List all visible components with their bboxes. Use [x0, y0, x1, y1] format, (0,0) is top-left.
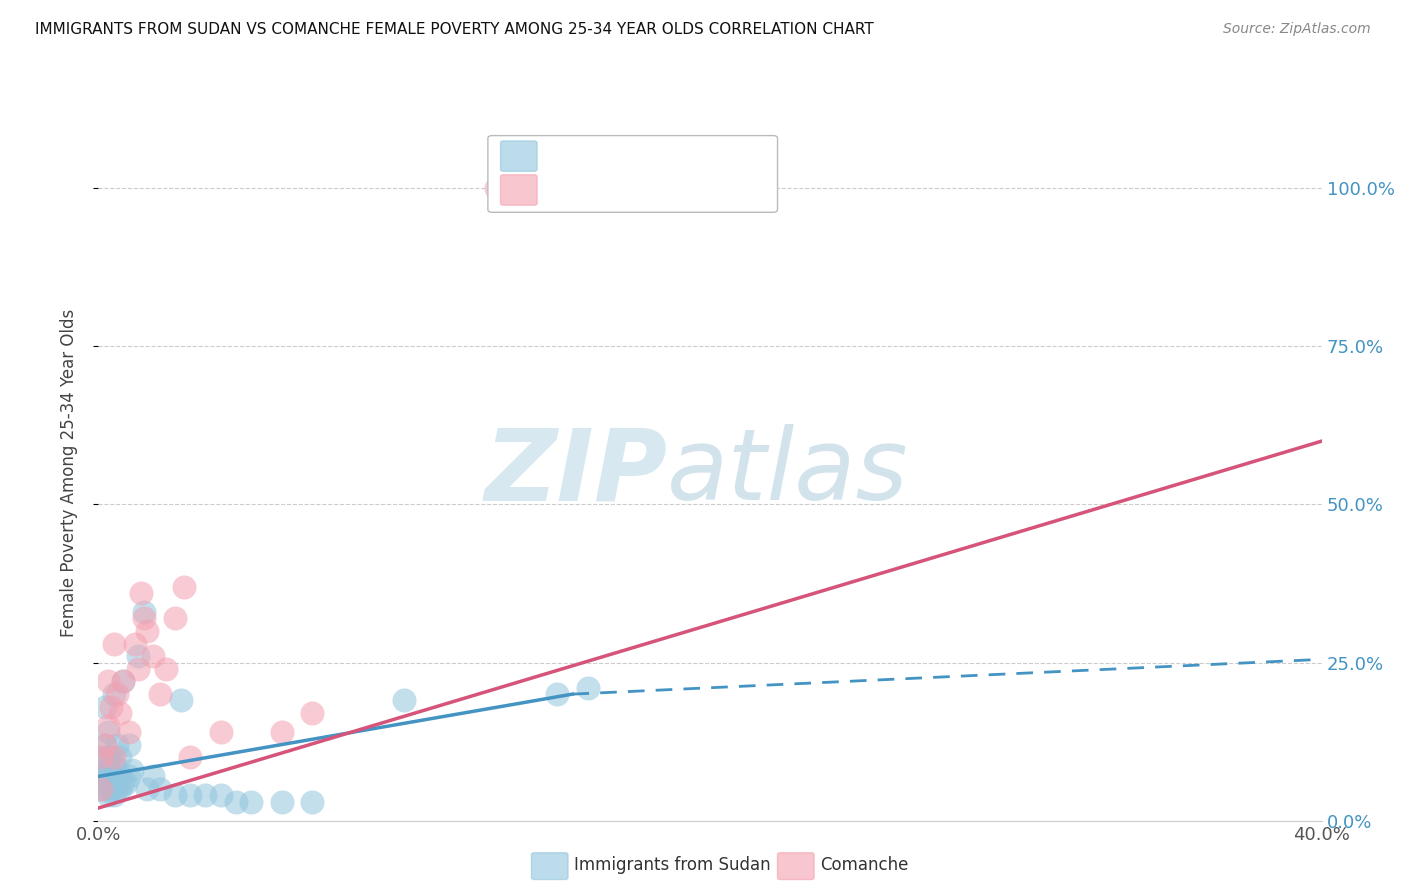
Point — [194, 789, 217, 803]
Point — [118, 725, 141, 739]
Point — [97, 789, 120, 803]
Point — [240, 795, 263, 809]
Point — [485, 181, 508, 195]
Point — [136, 782, 159, 797]
Text: atlas: atlas — [668, 425, 908, 521]
Point — [576, 681, 599, 695]
Point — [270, 725, 292, 739]
Point — [108, 706, 131, 720]
Point — [129, 586, 152, 600]
Point — [301, 706, 323, 720]
Point — [93, 763, 115, 777]
Y-axis label: Female Poverty Among 25-34 Year Olds: Female Poverty Among 25-34 Year Olds — [59, 309, 77, 637]
Point — [301, 795, 323, 809]
Point — [136, 624, 159, 638]
Text: R = 0.062   N = 48: R = 0.062 N = 48 — [543, 147, 727, 165]
Point — [97, 750, 120, 764]
Point — [97, 775, 120, 789]
Point — [100, 750, 122, 764]
Point — [103, 775, 125, 789]
Text: Source: ZipAtlas.com: Source: ZipAtlas.com — [1223, 22, 1371, 37]
Point — [173, 580, 195, 594]
Point — [127, 649, 149, 664]
Point — [392, 693, 416, 707]
Point — [134, 611, 156, 625]
Point — [105, 687, 128, 701]
Point — [103, 636, 125, 650]
Point — [105, 763, 128, 777]
Point — [155, 662, 177, 676]
Point — [121, 763, 143, 777]
Point — [93, 738, 115, 752]
Point — [149, 782, 172, 797]
Point — [105, 782, 128, 797]
Point — [93, 782, 115, 797]
Text: Comanche: Comanche — [820, 856, 908, 874]
Point — [209, 789, 232, 803]
Point — [103, 687, 125, 701]
Point — [97, 674, 120, 689]
Point — [118, 769, 141, 783]
Point — [100, 769, 122, 783]
Point — [97, 763, 120, 777]
Point — [100, 699, 122, 714]
Point — [90, 750, 112, 764]
Point — [100, 782, 122, 797]
Text: ZIP: ZIP — [484, 425, 668, 521]
Point — [97, 719, 120, 733]
Point — [209, 725, 232, 739]
Point — [149, 687, 172, 701]
Point — [163, 611, 186, 625]
Point — [118, 738, 141, 752]
Point — [90, 750, 112, 764]
Point — [90, 769, 112, 783]
Point — [179, 789, 201, 803]
Point — [90, 782, 112, 797]
Point — [142, 769, 165, 783]
Point — [103, 789, 125, 803]
Point — [127, 662, 149, 676]
Point — [97, 725, 120, 739]
Point — [124, 636, 146, 650]
Point — [93, 769, 115, 783]
Point — [105, 738, 128, 752]
Point — [93, 738, 115, 752]
Point — [170, 693, 193, 707]
Text: R = 0.495   N = 27: R = 0.495 N = 27 — [543, 181, 727, 199]
Point — [179, 750, 201, 764]
Point — [111, 674, 134, 689]
Point — [93, 699, 115, 714]
Point — [225, 795, 247, 809]
Point — [134, 605, 156, 619]
Text: Immigrants from Sudan: Immigrants from Sudan — [574, 856, 770, 874]
Point — [142, 649, 165, 664]
Text: IMMIGRANTS FROM SUDAN VS COMANCHE FEMALE POVERTY AMONG 25-34 YEAR OLDS CORRELATI: IMMIGRANTS FROM SUDAN VS COMANCHE FEMALE… — [35, 22, 875, 37]
Point — [108, 782, 131, 797]
Point — [115, 775, 138, 789]
Point — [111, 775, 134, 789]
Point — [90, 782, 112, 797]
Point — [103, 756, 125, 771]
Point — [108, 750, 131, 764]
Point — [546, 687, 568, 701]
Point — [111, 674, 134, 689]
Point — [270, 795, 292, 809]
Point — [103, 750, 125, 764]
Point — [163, 789, 186, 803]
